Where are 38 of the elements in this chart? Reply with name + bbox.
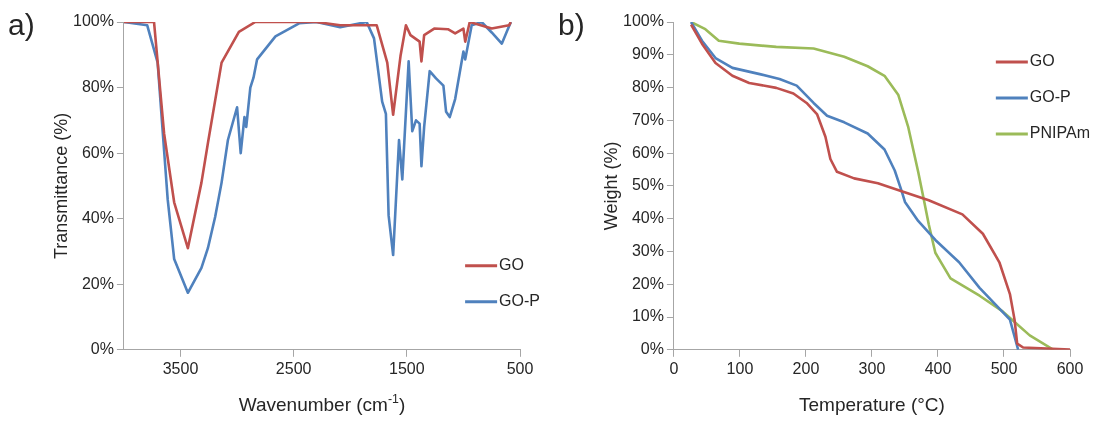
y-tick-label: 100% — [623, 12, 664, 30]
x-tick-label: 500 — [506, 359, 534, 377]
legend-label: GO-P — [1029, 88, 1071, 106]
y-tick-label: 20% — [631, 274, 664, 292]
y-tick-label: 80% — [631, 77, 664, 95]
y-tick-label: 70% — [631, 110, 664, 128]
x-tick-label: 0 — [669, 359, 679, 377]
x-tick-label: 200 — [792, 359, 820, 377]
x-tick-label: 300 — [858, 359, 886, 377]
y-tick-label: 90% — [631, 45, 664, 63]
y-tick-label: 0% — [640, 340, 664, 358]
y-axis-title: Transmittance (%) — [50, 112, 71, 260]
y-tick-label: 50% — [631, 176, 664, 194]
x-tick-label: 3500 — [162, 359, 199, 377]
legend-label: GO — [1029, 52, 1055, 70]
y-tick-label: 30% — [631, 241, 664, 259]
x-tick-label: 100 — [726, 359, 754, 377]
legend-label: GO — [499, 256, 524, 274]
y-tick-label: 40% — [81, 209, 114, 227]
x-axis-title: Temperature (°C) — [799, 394, 945, 416]
legend-label: GO-P — [499, 292, 540, 310]
y-tick-label: 100% — [73, 12, 114, 30]
x-tick-label: 500 — [990, 359, 1018, 377]
x-tick-label: 600 — [1056, 359, 1084, 377]
y-axis-title: Weight (%) — [600, 141, 621, 231]
y-tick-label: 40% — [631, 209, 664, 227]
y-tick-label: 20% — [81, 274, 114, 292]
x-tick-label: 400 — [924, 359, 952, 377]
y-tick-label: 60% — [631, 143, 664, 161]
y-tick-label: 0% — [90, 340, 114, 358]
text: b) — [558, 8, 585, 42]
y-tick-label: 10% — [631, 307, 664, 325]
text: a) — [8, 8, 35, 42]
x-tick-label: 2500 — [275, 359, 312, 377]
legend-label: PNIPAm — [1029, 124, 1090, 142]
y-tick-label: 60% — [81, 143, 114, 161]
x-tick-label: 1500 — [389, 359, 425, 377]
y-tick-label: 80% — [81, 77, 114, 95]
